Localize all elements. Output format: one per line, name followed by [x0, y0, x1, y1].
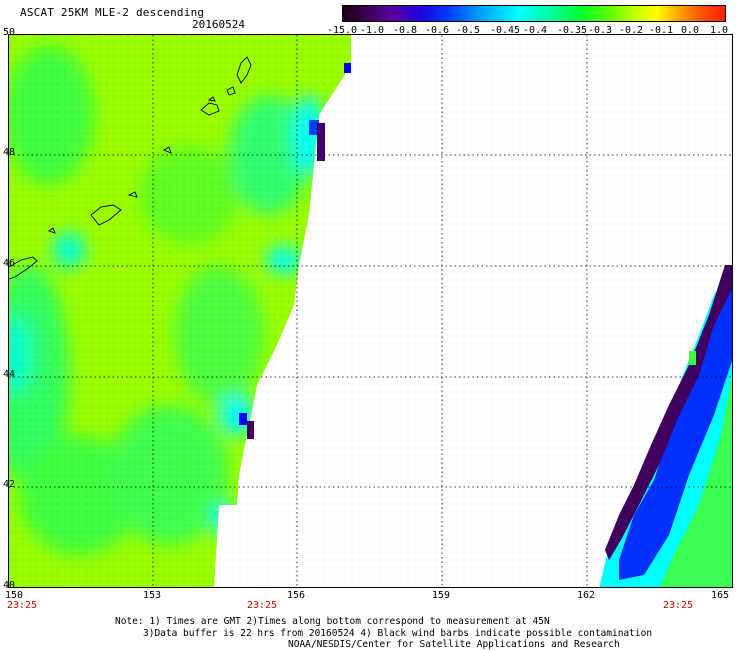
lat-label: 50 — [3, 27, 16, 38]
lat-label: 44 — [3, 369, 16, 380]
time-label: 23:25 — [246, 600, 278, 611]
colorbar-label: 0.0 — [680, 25, 700, 36]
map-canvas — [9, 35, 732, 587]
lon-label: 165 — [710, 590, 730, 601]
colorbar-label: -0.3 — [587, 25, 613, 36]
island-outline — [226, 86, 236, 96]
colorbar-label: -0.8 — [392, 25, 418, 36]
lat-label: 46 — [3, 258, 16, 269]
lat-label: 42 — [3, 479, 16, 490]
lon-label: 162 — [576, 590, 596, 601]
island-outline — [200, 102, 220, 116]
colorbar-label: -0.4 — [522, 25, 548, 36]
lat-label: 48 — [3, 147, 16, 158]
note-line-2: 3)Data buffer is 22 hrs from 20160524 4)… — [143, 627, 653, 639]
island-outline — [127, 191, 138, 198]
island-outline — [163, 146, 172, 154]
island-outline — [207, 96, 216, 102]
lon-label: 153 — [142, 590, 162, 601]
lat-label: 40 — [3, 580, 16, 591]
colorbar-label: -15.0 — [326, 25, 358, 36]
island-outline — [90, 204, 122, 226]
lon-label: 159 — [431, 590, 451, 601]
map-title: ASCAT 25KM MLE-2 descending — [20, 6, 205, 19]
colorbar-label: -0.2 — [618, 25, 644, 36]
note-line-3: NOAA/NESDIS/Center for Satellite Applica… — [288, 639, 620, 650]
colorbar-label: -0.35 — [556, 25, 588, 36]
colorbar-label: -0.6 — [424, 25, 450, 36]
island-outline — [9, 256, 38, 280]
colorbar-label: -0.1 — [648, 25, 674, 36]
map-date: 20160524 — [192, 18, 245, 31]
lon-label: 156 — [286, 590, 306, 601]
time-label: 23:25 — [662, 600, 694, 611]
lon-label: 150 — [4, 590, 24, 601]
time-label: 23:25 — [6, 600, 38, 611]
colorbar-label: -1.0 — [359, 25, 385, 36]
colorbar-label: -0.45 — [489, 25, 521, 36]
graticule — [9, 35, 732, 587]
map-panel — [8, 34, 733, 588]
note-line-1: Note: 1) Times are GMT 2)Times along bot… — [115, 616, 550, 627]
colorbar-label: -0.5 — [455, 25, 481, 36]
colorbar-label: 1.0 — [709, 25, 729, 36]
footnotes: Note: 1) Times are GMT 2)Times along bot… — [115, 616, 652, 651]
island-outline — [236, 56, 252, 84]
coastline-outlines — [9, 56, 252, 280]
color-scale-bar — [342, 5, 726, 22]
island-outline — [48, 227, 56, 234]
right-swath — [9, 35, 732, 587]
